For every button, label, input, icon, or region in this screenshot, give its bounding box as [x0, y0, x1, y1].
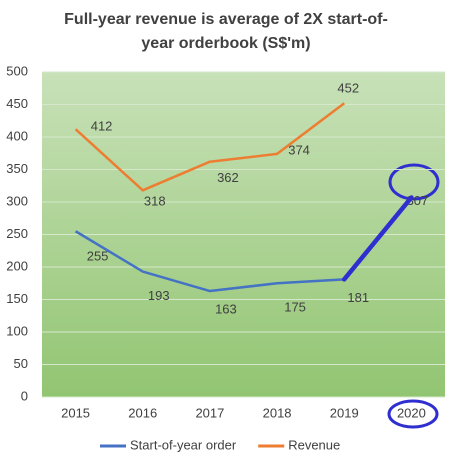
x-tick-label: 2015 — [61, 405, 90, 420]
data-label: 181 — [347, 290, 369, 305]
x-tick-label: 2019 — [330, 405, 359, 420]
legend-label: Revenue — [288, 437, 340, 452]
data-label: 193 — [148, 288, 170, 303]
highlight-circle — [387, 399, 439, 429]
y-tick-label: 400 — [6, 128, 28, 143]
y-tick-label: 100 — [6, 323, 28, 338]
data-label: 163 — [215, 301, 237, 316]
y-tick-label: 500 — [6, 63, 28, 78]
y-tick-label: 50 — [14, 356, 28, 371]
y-tick-label: 350 — [6, 161, 28, 176]
chart-title: Full-year revenue is average of 2X start… — [64, 11, 388, 52]
data-label: 318 — [144, 194, 166, 209]
data-label: 175 — [284, 300, 306, 315]
x-tick-label: 2020 — [397, 405, 426, 420]
y-tick-label: 0 — [21, 388, 28, 403]
x-tick-label: 2016 — [128, 405, 157, 420]
y-tick-label: 300 — [6, 193, 28, 208]
data-label: 374 — [288, 142, 310, 157]
data-label: 362 — [217, 170, 239, 185]
y-tick-label: 150 — [6, 291, 28, 306]
x-tick-label: 2018 — [263, 405, 292, 420]
y-tick-label: 250 — [6, 226, 28, 241]
x-tick-label: 2017 — [195, 405, 224, 420]
data-label: 452 — [337, 81, 359, 96]
y-tick-label: 450 — [6, 96, 28, 111]
emphasis-segment — [342, 195, 414, 282]
legend-label: Start-of-year order — [130, 437, 237, 452]
data-label: 412 — [91, 119, 113, 134]
y-tick-label: 200 — [6, 258, 28, 273]
highlight-circle — [388, 163, 440, 201]
data-label: 255 — [87, 249, 109, 264]
series-line — [74, 102, 346, 192]
